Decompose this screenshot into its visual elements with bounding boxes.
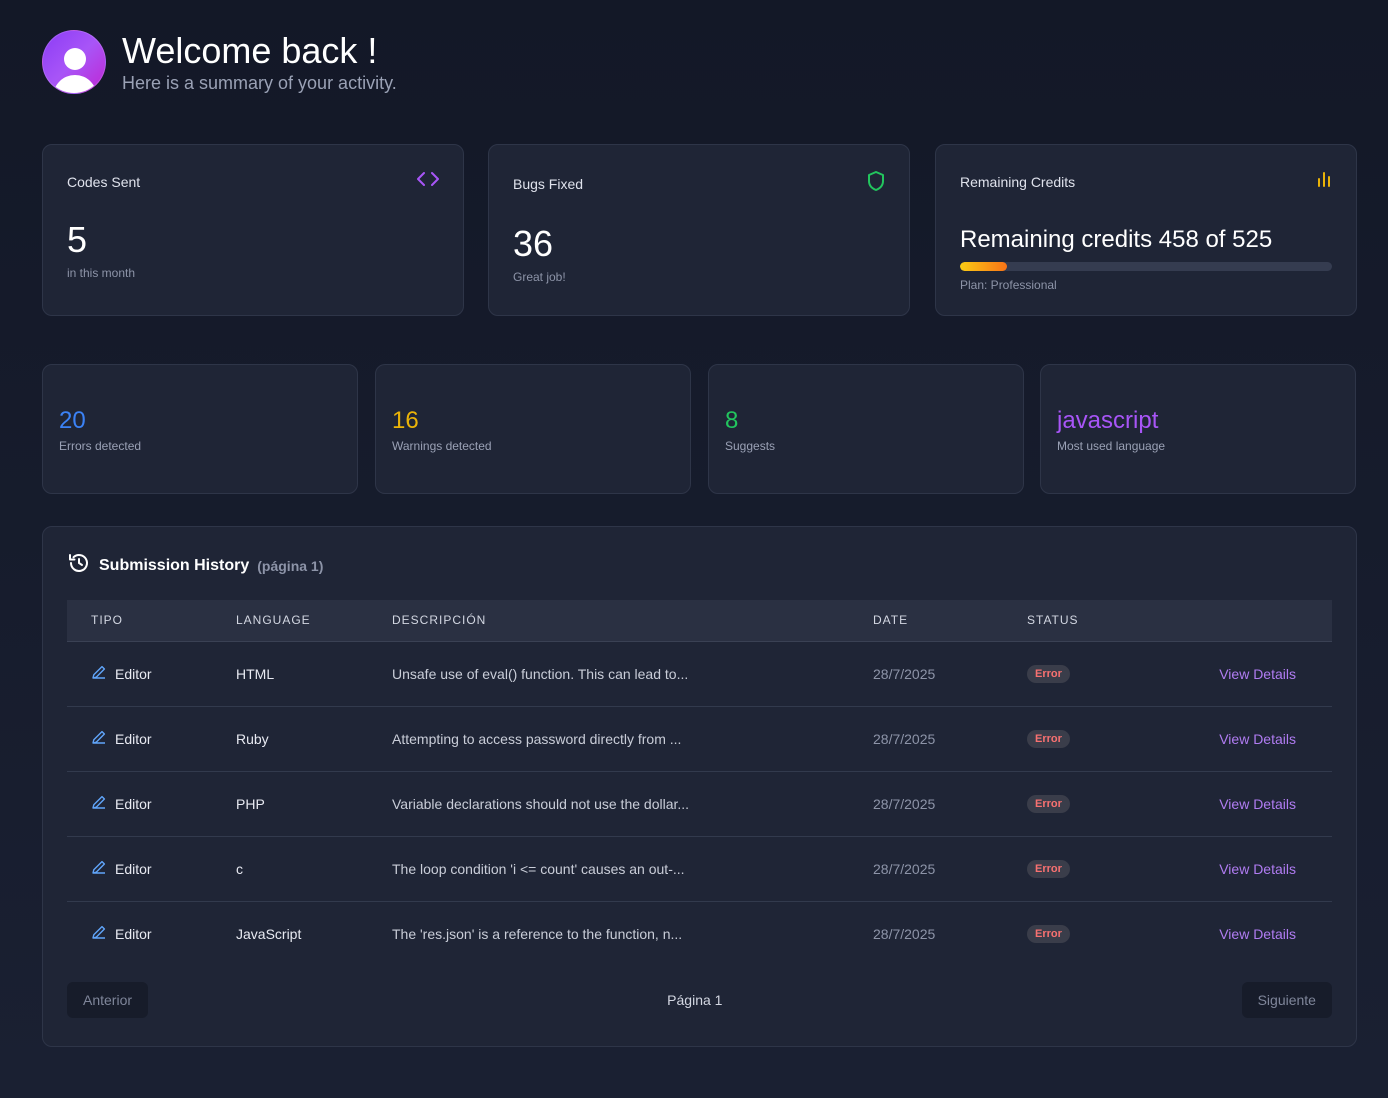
codes-sent-card: Codes Sent 5 in this month xyxy=(42,144,464,316)
avatar[interactable] xyxy=(42,30,106,94)
tipo-label: Editor xyxy=(115,795,152,812)
stat-card-language: javascript Most used language xyxy=(1040,364,1356,494)
stat-label: Errors detected xyxy=(59,439,142,453)
date-cell: 28/7/2025 xyxy=(849,771,1003,837)
description-cell: Attempting to access password directly f… xyxy=(368,706,849,772)
code-icon xyxy=(417,171,439,192)
table-row: Editor HTML Unsafe use of eval() functio… xyxy=(67,641,1332,707)
previous-page-button[interactable]: Anterior xyxy=(67,982,149,1018)
header-titles: Welcome back ! Here is a summary of your… xyxy=(122,29,397,94)
bugs-fixed-title: Bugs Fixed xyxy=(513,175,584,192)
credits-title: Remaining Credits xyxy=(960,173,1076,190)
language-cell: c xyxy=(212,836,368,902)
description-cell: The loop condition 'i <= count' causes a… xyxy=(368,836,849,902)
column-header-actions xyxy=(1143,600,1332,642)
bugs-fixed-card: Bugs Fixed 36 Great job! xyxy=(488,144,910,316)
date-cell: 28/7/2025 xyxy=(849,836,1003,902)
stat-value: javascript xyxy=(1057,407,1159,434)
date-cell: 28/7/2025 xyxy=(849,706,1003,772)
column-header[interactable]: STATUS xyxy=(1003,600,1143,642)
view-details-link[interactable]: View Details xyxy=(1219,795,1296,812)
column-header[interactable]: TIPO xyxy=(67,600,212,642)
language-cell: PHP xyxy=(212,771,368,837)
table-row: Editor c The loop condition 'i <= count'… xyxy=(67,836,1332,902)
stat-label: Warnings detected xyxy=(392,439,492,453)
description-cell: Variable declarations should not use the… xyxy=(368,771,849,837)
view-details-link[interactable]: View Details xyxy=(1219,860,1296,877)
stat-value: 8 xyxy=(725,407,739,434)
status-badge: Error xyxy=(1027,795,1070,813)
stat-value: 20 xyxy=(59,407,86,434)
column-header[interactable]: LANGUAGE xyxy=(212,600,368,642)
status-badge: Error xyxy=(1027,860,1070,878)
view-details-link[interactable]: View Details xyxy=(1219,730,1296,747)
bar-chart-icon xyxy=(1316,171,1332,192)
submission-history-panel: Submission History (página 1) TIPO LANGU… xyxy=(42,526,1357,1047)
view-details-link[interactable]: View Details xyxy=(1219,925,1296,942)
pencil-icon xyxy=(91,664,107,683)
status-badge: Error xyxy=(1027,665,1070,683)
submission-table: TIPO LANGUAGE DESCRIPCIÓN DATE STATUS Ed… xyxy=(67,600,1332,966)
pencil-icon xyxy=(91,924,107,943)
credits-text: Remaining credits 458 of 525 xyxy=(960,226,1273,253)
date-cell: 28/7/2025 xyxy=(873,925,936,942)
page-subtitle: Here is a summary of your activity. xyxy=(122,72,397,93)
page-header: Welcome back ! Here is a summary of your… xyxy=(42,30,397,94)
history-icon xyxy=(67,551,91,580)
pencil-icon xyxy=(91,794,107,813)
status-badge: Error xyxy=(1027,925,1070,944)
stat-label: Most used language xyxy=(1057,439,1166,453)
codes-sent-value: 5 xyxy=(67,219,88,260)
bugs-fixed-value: 36 xyxy=(513,223,554,264)
column-header[interactable]: DESCRIPCIÓN xyxy=(368,600,849,642)
language-cell: JavaScript xyxy=(236,925,302,942)
pagination: Anterior Página 1 Siguiente xyxy=(67,982,1332,1018)
table-row: Editor Ruby Attempting to access passwor… xyxy=(67,706,1332,772)
history-title: Submission History xyxy=(99,556,250,574)
credits-card: Remaining Credits Remaining credits 458 … xyxy=(935,144,1357,316)
history-page-label: (página 1) xyxy=(257,557,324,574)
avatar-head xyxy=(64,48,86,70)
status-badge: Error xyxy=(1027,730,1070,748)
date-cell: 28/7/2025 xyxy=(849,641,1003,707)
shield-icon xyxy=(867,171,885,196)
pencil-icon xyxy=(91,729,107,748)
table-row: Editor JavaScript The 'res.json' is a re… xyxy=(67,901,1332,966)
tipo-label: Editor xyxy=(115,860,152,877)
column-header[interactable]: DATE xyxy=(849,600,1003,642)
stat-card-warnings: 16 Warnings detected xyxy=(375,364,691,494)
stat-card-suggests: 8 Suggests xyxy=(708,364,1024,494)
language-cell: HTML xyxy=(212,641,368,707)
stat-value: 16 xyxy=(392,407,419,434)
description-cell: Unsafe use of eval() function. This can … xyxy=(368,641,849,707)
table-header-row: TIPO LANGUAGE DESCRIPCIÓN DATE STATUS xyxy=(67,600,1332,642)
language-cell: Ruby xyxy=(212,706,368,772)
next-page-button[interactable]: Siguiente xyxy=(1241,982,1332,1018)
codes-sent-title: Codes Sent xyxy=(67,173,141,190)
bugs-fixed-caption: Great job! xyxy=(513,270,566,284)
pencil-icon xyxy=(91,859,107,878)
tipo-label: Editor xyxy=(115,730,152,747)
stat-label: Suggests xyxy=(725,439,776,453)
view-details-link[interactable]: View Details xyxy=(1219,665,1296,682)
stat-card-errors: 20 Errors detected xyxy=(42,364,358,494)
description-cell: The 'res.json' is a reference to the fun… xyxy=(392,925,683,942)
page-title: Welcome back ! xyxy=(122,29,378,71)
credits-progress-fill xyxy=(960,262,1008,271)
plan-label: Plan: Professional xyxy=(960,278,1057,292)
tipo-label: Editor xyxy=(115,925,152,942)
credits-progress-bar xyxy=(960,262,1332,271)
avatar-body xyxy=(53,75,97,93)
codes-sent-caption: in this month xyxy=(67,266,136,280)
page-indicator: Página 1 xyxy=(667,992,723,1008)
tipo-label: Editor xyxy=(115,665,152,682)
table-row: Editor PHP Variable declarations should … xyxy=(67,771,1332,837)
